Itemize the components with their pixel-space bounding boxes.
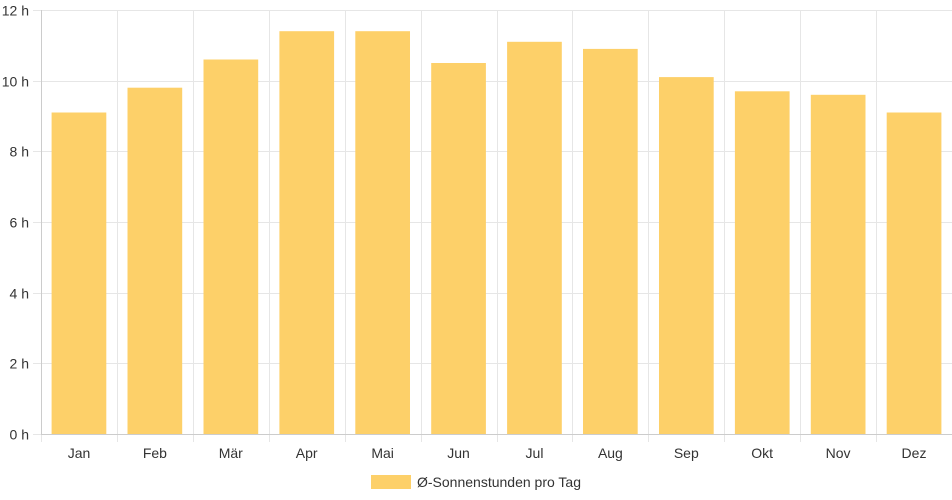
y-tick-label: 0 h xyxy=(10,427,29,443)
grid-lines xyxy=(33,10,952,442)
tick-labels: 0 h 2 h 4 h 6 h 8 h 10 h 12 h Jan Feb Mär Apr Mai Ju… xyxy=(2,3,927,462)
chart-canvas: 0 h 2 h 4 h 6 h 8 h 10 h 12 h Jan Feb Mär Apr Mai Ju… xyxy=(2,3,952,462)
bar-mai[interactable] xyxy=(355,31,410,434)
x-tick-label: Dez xyxy=(902,445,927,461)
y-tick-label: 4 h xyxy=(10,286,29,302)
x-tick-label: Okt xyxy=(751,445,773,461)
y-tick-label: 12 h xyxy=(2,3,29,19)
x-tick-label: Jul xyxy=(526,445,544,461)
y-tick-label: 6 h xyxy=(10,215,29,231)
x-tick-label: Mär xyxy=(219,445,243,461)
bar-feb[interactable] xyxy=(127,87,183,434)
bar-mär[interactable] xyxy=(203,59,259,435)
x-tick-label: Apr xyxy=(296,445,318,461)
x-tick-label: Jan xyxy=(68,445,91,461)
bar-nov[interactable] xyxy=(810,94,866,435)
bar-apr[interactable] xyxy=(279,31,335,434)
x-tick-label: Mai xyxy=(371,445,394,461)
axes xyxy=(41,10,952,435)
bar-aug[interactable] xyxy=(583,48,638,435)
bars xyxy=(51,31,942,435)
x-tick-label: Sep xyxy=(674,445,699,461)
x-tick-label: Jun xyxy=(447,445,470,461)
x-tick-label: Feb xyxy=(143,445,167,461)
x-tick-label: Nov xyxy=(826,445,851,461)
y-tick-label: 10 h xyxy=(2,74,29,90)
bar-jan[interactable] xyxy=(51,112,107,435)
bar-dez[interactable] xyxy=(886,112,942,435)
x-tick-label: Aug xyxy=(598,445,623,461)
legend-item[interactable]: Ø-Sonnenstunden pro Tag xyxy=(371,474,581,490)
bar-jun[interactable] xyxy=(431,63,486,434)
bar-sep[interactable] xyxy=(659,77,714,434)
y-tick-label: 8 h xyxy=(10,144,29,160)
bar-jul[interactable] xyxy=(507,41,562,435)
legend: Ø-Sonnenstunden pro Tag xyxy=(0,470,952,494)
bar-okt[interactable] xyxy=(734,91,790,435)
legend-label: Ø-Sonnenstunden pro Tag xyxy=(417,474,581,490)
legend-swatch xyxy=(371,475,411,489)
y-tick-label: 2 h xyxy=(10,356,29,372)
